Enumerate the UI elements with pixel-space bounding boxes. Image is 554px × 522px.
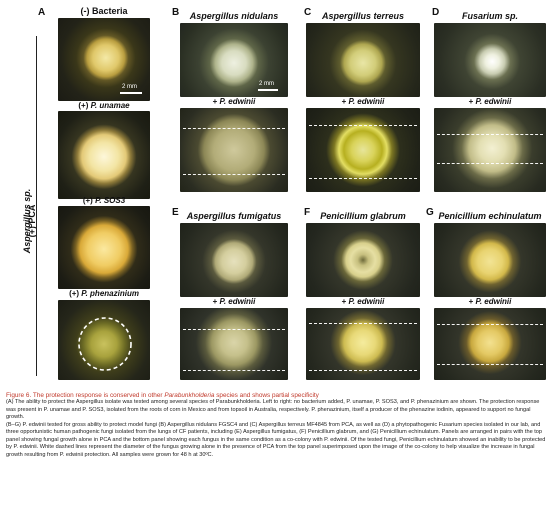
panel-b-lower-label: + P. edwinii <box>212 97 256 106</box>
panel-e-lower-label: + P. edwinii <box>212 297 256 306</box>
panel-d-photo-top <box>434 23 546 97</box>
scale-bar-label: 2 mm <box>122 84 137 90</box>
panel-g-photo-bottom <box>434 308 546 380</box>
dashed-line <box>183 370 285 371</box>
panel-b-title: Aspergillus nidulans <box>189 11 279 21</box>
panel-letter-c: C <box>304 7 312 18</box>
panel-d-title: Fusarium sp. <box>461 11 518 21</box>
panel-letter-f: F <box>304 207 311 218</box>
panel-a-photo-1: 2 mm <box>58 18 150 101</box>
panel-e-photo-top <box>180 223 288 297</box>
panel-e-title: Aspergillus fumigatus <box>186 211 282 221</box>
panel-letter-e: E <box>172 207 179 218</box>
panel-c-photo-bottom <box>306 108 420 192</box>
dashed-line <box>183 174 285 175</box>
scale-bar <box>258 89 278 91</box>
figure-caption: Figure 6. The protection response is con… <box>6 392 548 459</box>
panel-a-label-1: (-) Bacteria <box>80 6 128 16</box>
caption-paragraph-1: (A) The ability to protect the Aspergill… <box>6 399 540 421</box>
panel-d-lower-label: + P. edwinii <box>468 97 512 106</box>
scale-bar-label: 2 mm <box>259 81 274 87</box>
panel-b-photo-top: 2 mm <box>180 23 288 97</box>
dashed-line <box>183 128 285 129</box>
dashed-line <box>309 370 417 371</box>
panel-d-photo-bottom <box>434 108 546 192</box>
panel-g-photo-top <box>434 223 546 297</box>
panel-a-label-3: (+) P. SOS3 <box>82 196 126 205</box>
panel-letter-b: B <box>172 7 180 18</box>
caption-paragraph-2: (B–G) P. edwinii tested for gross abilit… <box>6 421 546 458</box>
panel-a-photo-4 <box>58 300 150 380</box>
panel-g-title: Penicillium echinulatum <box>438 211 542 221</box>
panel-f-lower-label: + P. edwinii <box>341 297 385 306</box>
dashed-line <box>437 163 543 164</box>
caption-title: Figure 6. The protection response is con… <box>6 392 319 399</box>
dashed-line <box>183 329 285 330</box>
panel-a-photo-2 <box>58 111 150 199</box>
dashed-line <box>309 323 417 324</box>
dashed-circle <box>78 317 132 371</box>
panel-c-photo-top <box>306 23 420 97</box>
panel-a-photo-3 <box>58 206 150 289</box>
panel-e-photo-bottom <box>180 308 288 380</box>
panel-f-photo-bottom <box>306 308 420 380</box>
panel-letter-g: G <box>426 207 434 218</box>
dashed-line <box>309 125 417 126</box>
panel-a-label-2: (+) P. unamae <box>78 101 130 110</box>
dashed-line <box>437 324 543 325</box>
panel-c-lower-label: + P. edwinii <box>341 97 385 106</box>
dashed-line <box>437 364 543 365</box>
panel-c-title: Aspergillus terreus <box>321 11 405 21</box>
scale-bar <box>120 92 142 94</box>
panel-f-photo-top <box>306 223 420 297</box>
bracket-line <box>36 36 37 376</box>
dashed-line <box>309 178 417 179</box>
panel-f-title: Penicillium glabrum <box>320 211 406 221</box>
panel-g-lower-label: + P. edwinii <box>468 297 512 306</box>
panel-a-label-4: (+) P. phenazinium <box>69 289 139 298</box>
panel-letter-d: D <box>432 7 440 18</box>
panel-b-photo-bottom <box>180 108 288 192</box>
dashed-line <box>437 134 543 135</box>
panel-letter-a: A <box>38 7 46 18</box>
